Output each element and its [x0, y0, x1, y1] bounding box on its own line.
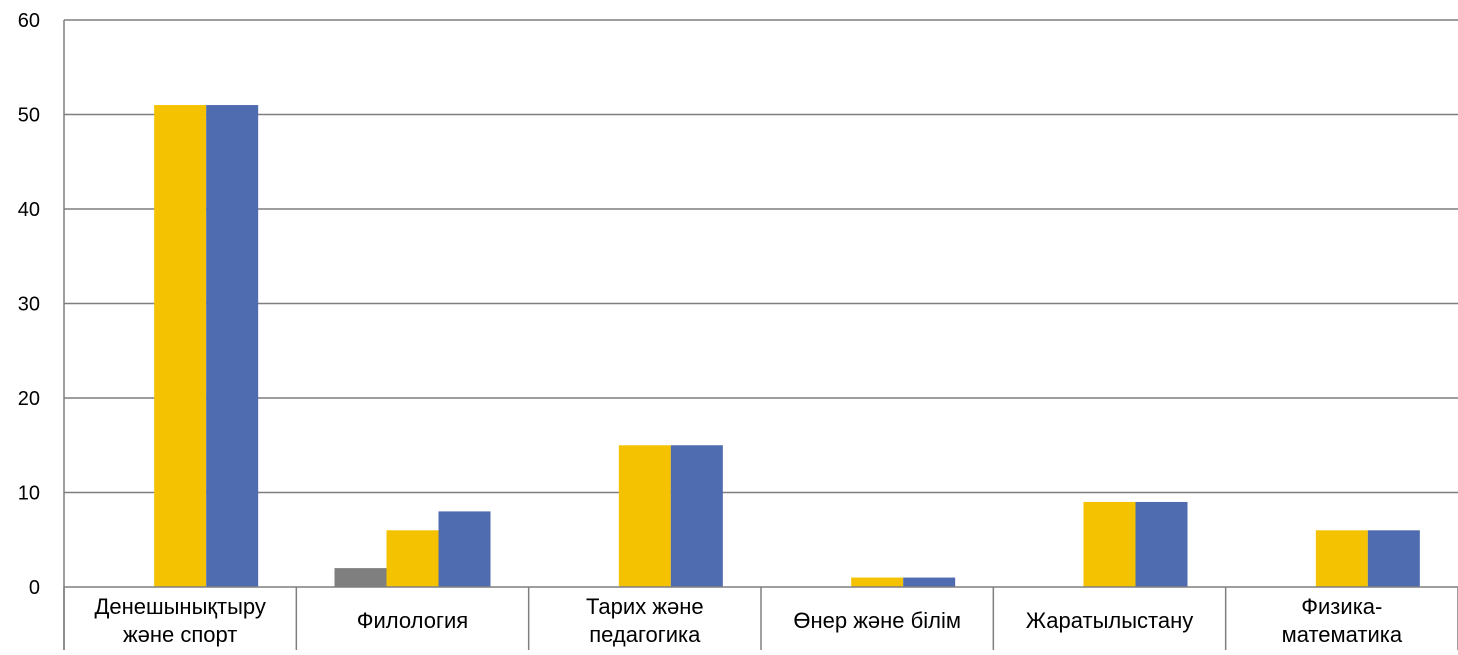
- axes: [63, 20, 1458, 650]
- bar: [851, 577, 904, 587]
- y-tick-label: 30: [18, 294, 40, 316]
- grid-lines: [64, 19, 1458, 494]
- bar: [154, 105, 207, 588]
- bar: [903, 577, 956, 587]
- bar: [1083, 501, 1136, 587]
- x-category-label: Филология: [357, 608, 468, 633]
- x-category-label: Жаратылыстану: [1026, 608, 1194, 633]
- x-category-label: педагогика: [589, 622, 701, 647]
- x-category-label: Физика-: [1301, 594, 1382, 619]
- bar: [1135, 501, 1188, 587]
- y-tick-label: 0: [29, 577, 40, 599]
- x-category-labels: Денешынықтыру және спорт Филология Тарих жә…: [94, 594, 1402, 647]
- bar: [386, 530, 439, 587]
- bars: [154, 105, 1420, 588]
- bar: [618, 445, 671, 587]
- x-category-label: Өнер және білім: [793, 608, 961, 633]
- bar: [1315, 530, 1368, 587]
- x-category-label: Тарих және: [586, 594, 704, 619]
- x-category-label: математика: [1282, 622, 1403, 647]
- bar: [670, 445, 723, 587]
- y-tick-labels: 0 10 20 30 40 50 60: [18, 10, 40, 599]
- y-tick-label: 50: [18, 105, 40, 127]
- x-category-label: және спорт: [123, 622, 237, 647]
- bar: [334, 568, 387, 587]
- y-tick-label: 40: [18, 199, 40, 221]
- y-tick-label: 20: [18, 388, 40, 410]
- y-tick-label: 60: [18, 10, 40, 32]
- bar: [206, 105, 259, 588]
- bar: [438, 511, 491, 587]
- x-category-label: Денешынықтыру: [94, 594, 265, 619]
- bar: [1367, 530, 1420, 587]
- y-tick-label: 10: [18, 483, 40, 505]
